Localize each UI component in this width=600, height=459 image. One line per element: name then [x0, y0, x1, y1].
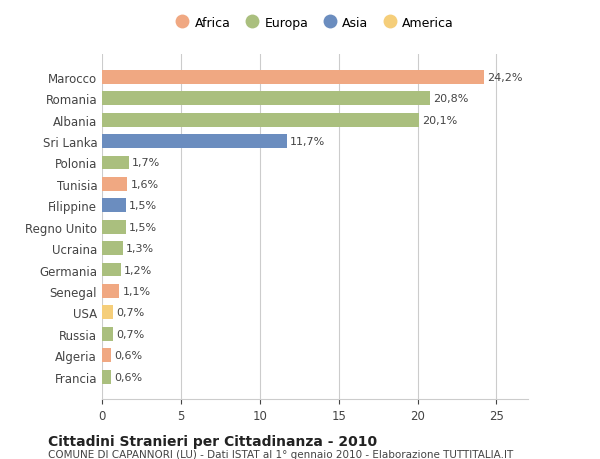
- Bar: [102, 241, 122, 256]
- Text: 1,5%: 1,5%: [129, 201, 157, 211]
- Bar: [102, 199, 125, 213]
- Bar: [102, 263, 121, 277]
- Text: 0,6%: 0,6%: [115, 350, 143, 360]
- Text: 1,3%: 1,3%: [125, 244, 154, 253]
- Bar: [102, 370, 112, 384]
- Bar: [102, 135, 287, 149]
- Text: 0,7%: 0,7%: [116, 308, 145, 318]
- Text: 1,2%: 1,2%: [124, 265, 152, 275]
- Bar: [102, 113, 419, 127]
- Bar: [102, 92, 430, 106]
- Text: 0,7%: 0,7%: [116, 329, 145, 339]
- Text: 1,6%: 1,6%: [130, 179, 158, 190]
- Text: 20,1%: 20,1%: [422, 115, 458, 125]
- Bar: [102, 348, 112, 362]
- Text: 1,7%: 1,7%: [132, 158, 160, 168]
- Text: 11,7%: 11,7%: [290, 137, 325, 147]
- Bar: [102, 327, 113, 341]
- Bar: [102, 306, 113, 319]
- Text: 0,6%: 0,6%: [115, 372, 143, 382]
- Bar: [102, 156, 129, 170]
- Text: 1,1%: 1,1%: [122, 286, 151, 296]
- Bar: [102, 71, 484, 84]
- Bar: [102, 178, 127, 191]
- Text: COMUNE DI CAPANNORI (LU) - Dati ISTAT al 1° gennaio 2010 - Elaborazione TUTTITAL: COMUNE DI CAPANNORI (LU) - Dati ISTAT al…: [48, 449, 513, 459]
- Text: 20,8%: 20,8%: [433, 94, 469, 104]
- Bar: [102, 220, 125, 234]
- Text: 24,2%: 24,2%: [487, 73, 523, 83]
- Bar: [102, 284, 119, 298]
- Text: Cittadini Stranieri per Cittadinanza - 2010: Cittadini Stranieri per Cittadinanza - 2…: [48, 434, 377, 448]
- Text: 1,5%: 1,5%: [129, 222, 157, 232]
- Legend: Africa, Europa, Asia, America: Africa, Europa, Asia, America: [176, 17, 454, 29]
